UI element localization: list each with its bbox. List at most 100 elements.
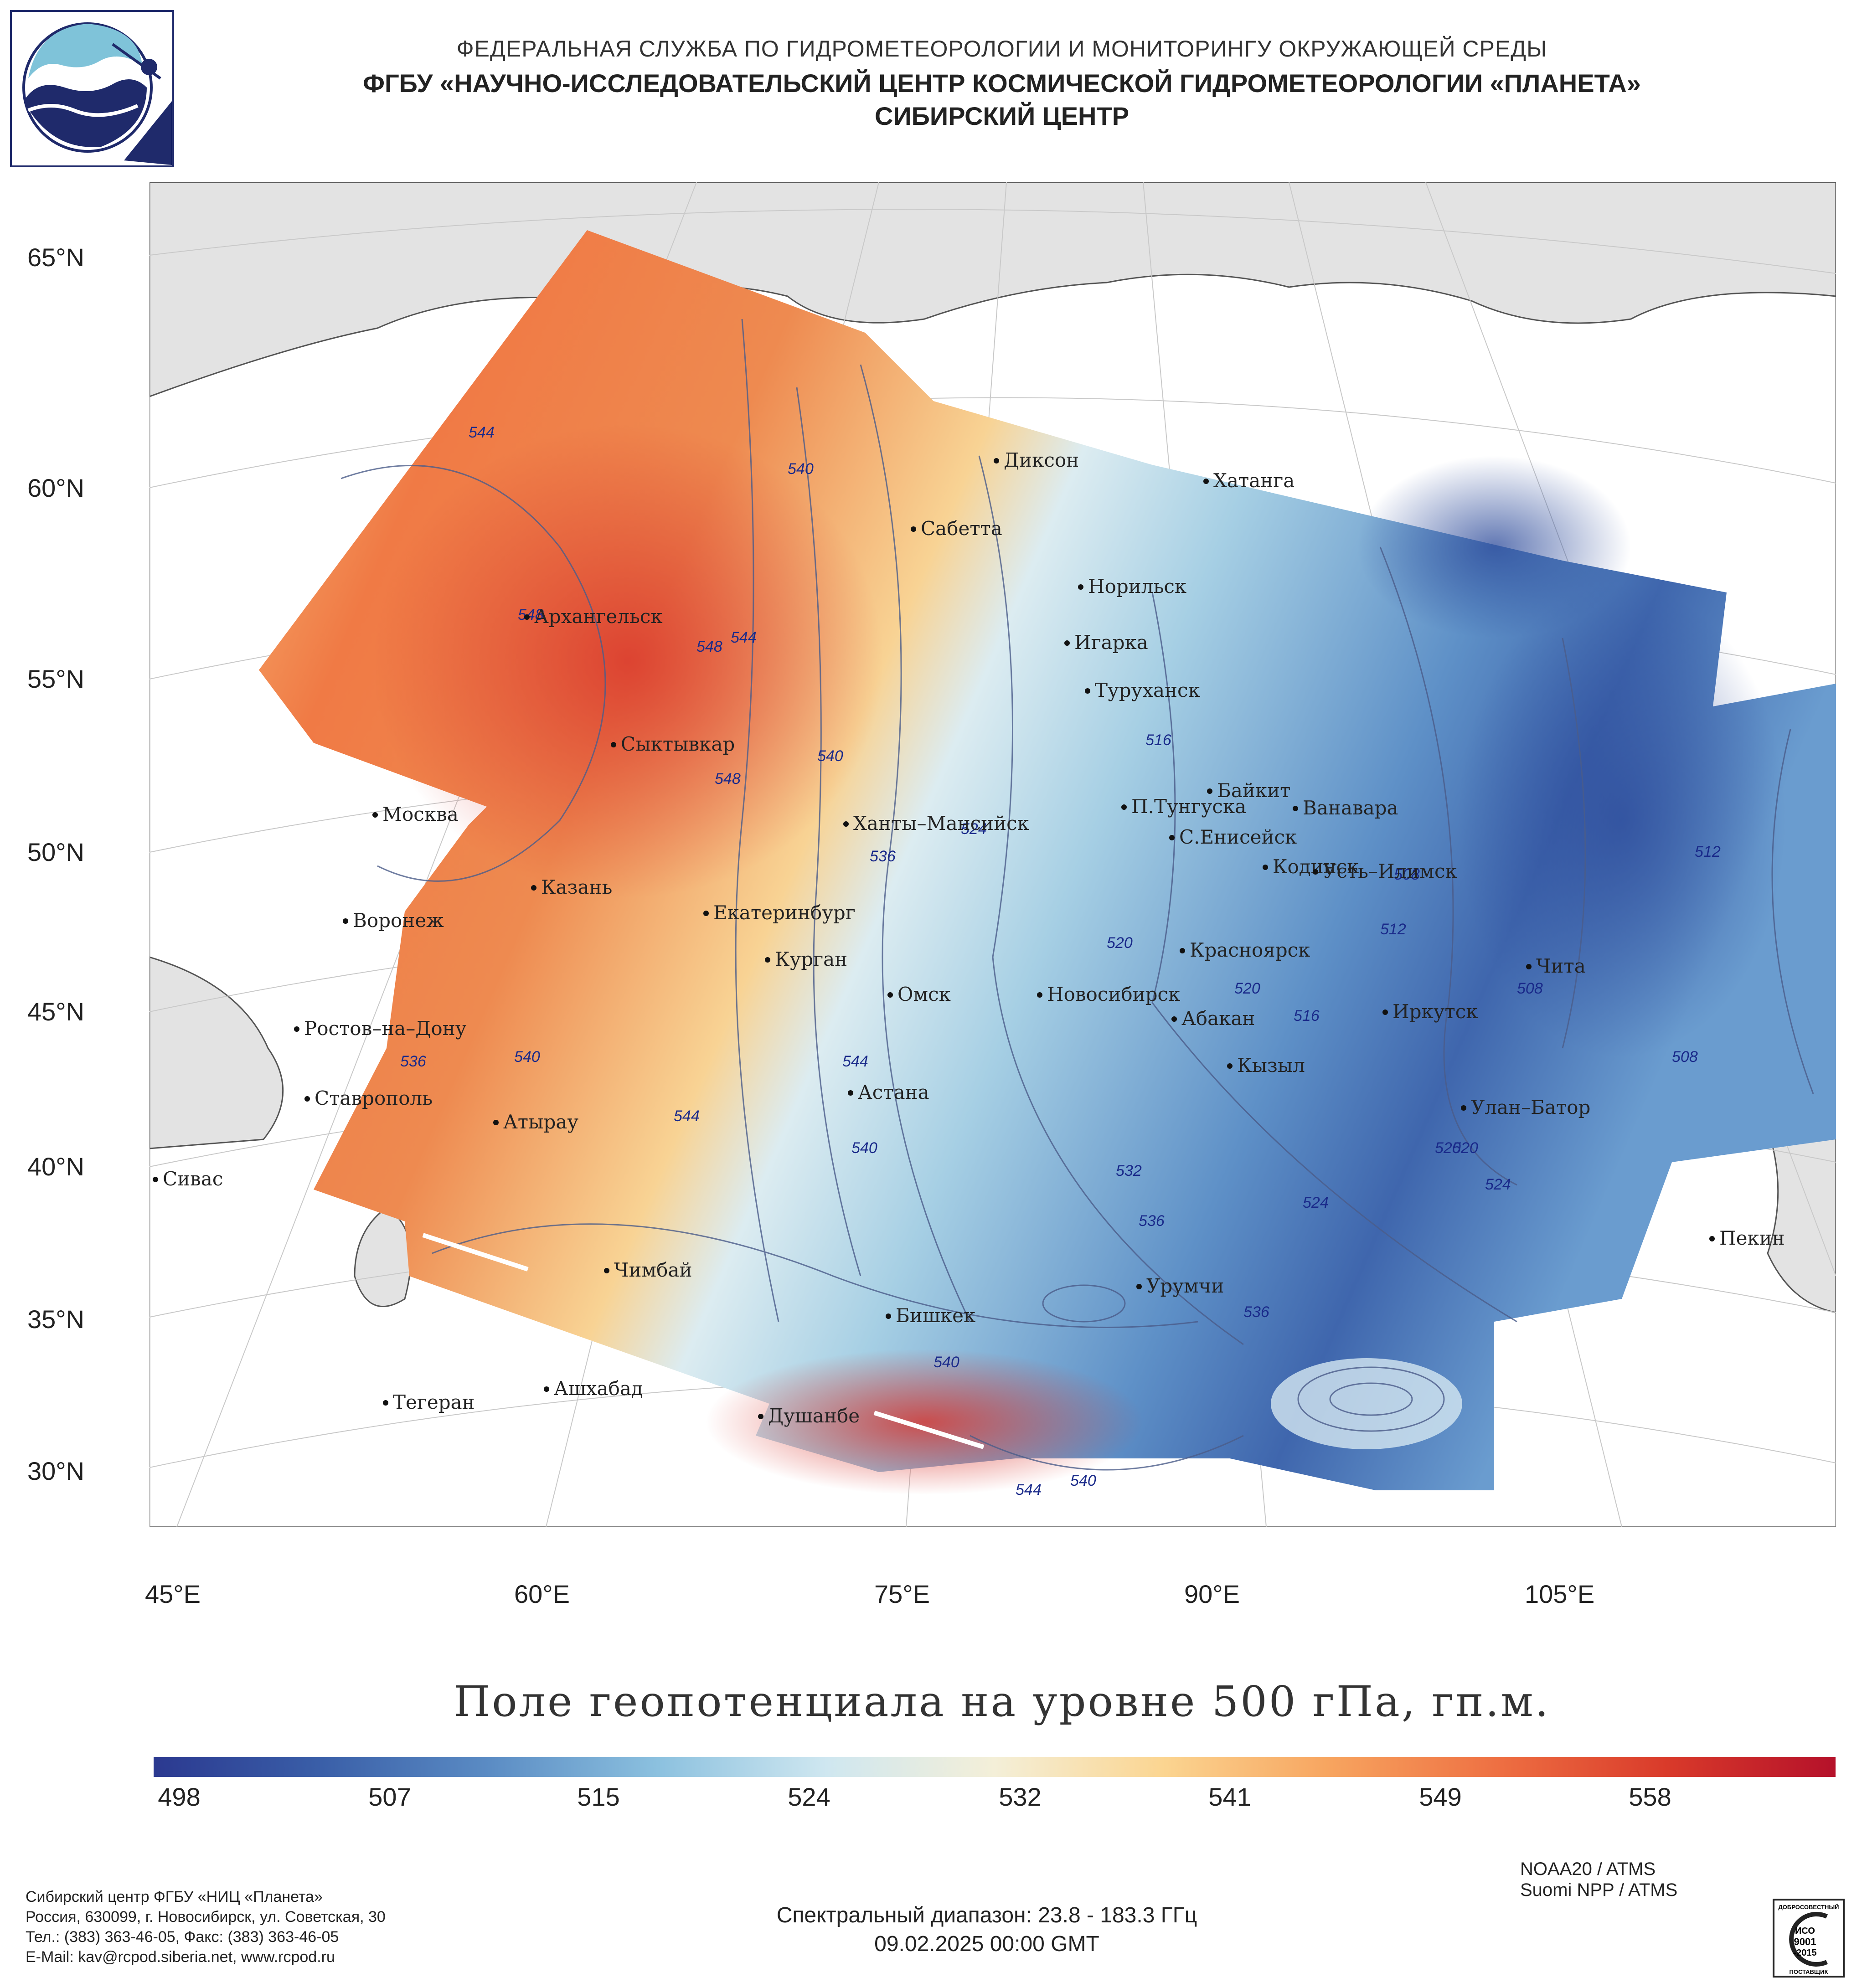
- planeta-logo: [10, 10, 174, 167]
- city-dot: [887, 992, 893, 998]
- city-marker: Ростов–на–Дону: [294, 1017, 466, 1040]
- city-label: П.Тунгуска: [1131, 795, 1247, 818]
- city-marker: Красноярск: [1180, 939, 1310, 961]
- city-marker: Байкит: [1207, 779, 1290, 802]
- iso-year: -2015: [1793, 1948, 1816, 1958]
- org-email: E-Mail: kav@rcpod.siberia.net, www.rcpod…: [26, 1948, 335, 1966]
- contour-label: 508: [1672, 1048, 1698, 1066]
- contour-label: 532: [1116, 1162, 1142, 1179]
- city-marker: Диксон: [994, 449, 1079, 471]
- city-dot: [1171, 1016, 1177, 1022]
- city-marker: Атырау: [493, 1111, 578, 1133]
- city-marker: Ханты–Мансийск: [843, 812, 1029, 834]
- city-dot: [1085, 688, 1090, 694]
- contour-label: 536: [870, 848, 896, 865]
- city-label: Ростов–на–Дону: [304, 1017, 467, 1040]
- city-dot: [1169, 835, 1175, 840]
- city-dot: [1526, 964, 1532, 969]
- city-dot: [886, 1313, 891, 1319]
- lat-label: 65°N: [27, 243, 85, 272]
- contour-label: 536: [1139, 1212, 1165, 1230]
- colorbar-tick: 558: [1629, 1782, 1671, 1811]
- city-dot: [343, 918, 348, 924]
- iso-number: 9001: [1794, 1936, 1816, 1947]
- city-dot: [1207, 788, 1212, 794]
- city-label: Ашхабад: [554, 1377, 643, 1400]
- header-institute: ФГБУ «НАУЧНО-ИССЛЕДОВАТЕЛЬСКИЙ ЦЕНТР КОС…: [363, 69, 1641, 98]
- lon-label: 90°E: [1184, 1580, 1240, 1608]
- city-marker: Сабетта: [911, 517, 1002, 540]
- contour-label: 544: [731, 629, 757, 646]
- colorbar-tick: 532: [999, 1782, 1042, 1811]
- city-label: Хатанга: [1213, 469, 1295, 492]
- city-dot: [372, 812, 378, 818]
- colorbar-tick: 549: [1419, 1782, 1462, 1811]
- city-marker: Пекин: [1709, 1227, 1785, 1249]
- city-dot: [524, 614, 530, 620]
- city-dot: [1313, 869, 1318, 875]
- contour-label: 548: [696, 638, 722, 655]
- city-marker: Хатанга: [1203, 469, 1295, 492]
- city-dot: [758, 1414, 763, 1419]
- contour-label: 544: [842, 1053, 868, 1070]
- lat-label: 55°N: [27, 664, 85, 693]
- city-label: Москва: [382, 803, 459, 825]
- city-dot: [1078, 584, 1083, 590]
- city-label: Екатеринбург: [713, 901, 856, 924]
- contour-label: 548: [518, 606, 544, 623]
- header-center: СИБИРСКИЙ ЦЕНТР: [874, 102, 1129, 130]
- city-label: Туруханск: [1095, 679, 1200, 701]
- city-label: Курган: [775, 948, 848, 970]
- city-dot: [294, 1026, 299, 1032]
- city-label: Байкит: [1217, 779, 1291, 802]
- city-marker: Омск: [887, 983, 951, 1005]
- city-label: Ханты–Мансийск: [853, 812, 1029, 834]
- city-label: Воронеж: [353, 909, 444, 932]
- city-marker: Новосибирск: [1037, 983, 1180, 1005]
- contour-label: 536: [400, 1053, 426, 1070]
- city-dot: [493, 1120, 499, 1125]
- city-dot: [765, 957, 770, 963]
- city-label: Абакан: [1181, 1007, 1255, 1030]
- city-dot: [1203, 479, 1209, 484]
- lon-label: 45°E: [145, 1580, 201, 1608]
- org-address: Россия, 630099, г. Новосибирск, ул. Сове…: [26, 1908, 386, 1926]
- contour-label: 508: [1394, 866, 1420, 883]
- observation-datetime: 09.02.2025 00:00 GMT: [874, 1932, 1099, 1956]
- city-marker: Астана: [848, 1081, 929, 1103]
- city-marker: Норильск: [1078, 575, 1186, 597]
- city-marker: Воронеж: [343, 909, 444, 932]
- city-marker: Урумчи: [1136, 1275, 1224, 1297]
- city-marker: Усть–Илимск: [1313, 860, 1457, 882]
- city-dot: [1461, 1105, 1466, 1111]
- city-dot: [1227, 1063, 1233, 1069]
- iso-caption-top: ДОБРОСОВЕСТНЫЙ: [1778, 1904, 1839, 1911]
- city-label: Норильск: [1088, 575, 1187, 597]
- lon-label: 105°E: [1525, 1580, 1595, 1608]
- city-dot: [848, 1090, 853, 1096]
- city-label: Атырау: [503, 1111, 579, 1133]
- city-dot: [703, 911, 709, 916]
- city-marker: Чита: [1526, 955, 1586, 977]
- city-dot: [1293, 806, 1298, 811]
- city-label: Ванавара: [1303, 797, 1398, 819]
- city-marker: П.Тунгуска: [1121, 795, 1246, 818]
- contour-label: 544: [1016, 1481, 1042, 1499]
- city-dot: [1180, 948, 1185, 953]
- colorbar-tick: 541: [1208, 1782, 1251, 1811]
- city-marker: Бишкек: [886, 1304, 975, 1327]
- city-marker: Казань: [531, 876, 612, 898]
- city-dot: [1064, 640, 1070, 646]
- city-dot: [531, 885, 536, 891]
- contour-label: 540: [1070, 1472, 1096, 1489]
- city-label: Ставрополь: [315, 1087, 433, 1109]
- city-label: Сивас: [163, 1168, 223, 1190]
- contour-label: 544: [674, 1107, 700, 1125]
- city-dot: [994, 458, 999, 464]
- city-label: Омск: [897, 983, 951, 1005]
- contour-label: 548: [715, 770, 741, 788]
- city-marker: С.Енисейск: [1169, 826, 1297, 848]
- city-marker: Улан–Батор: [1461, 1096, 1590, 1118]
- colorbar-tick: 507: [368, 1782, 411, 1811]
- city-dot: [1263, 865, 1268, 870]
